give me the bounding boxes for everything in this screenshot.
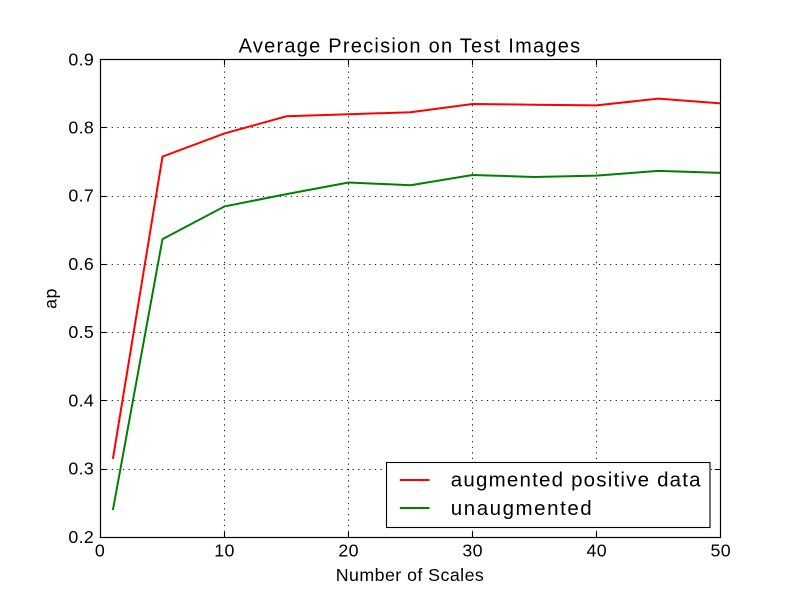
svg-text:30: 30 [462,541,482,561]
svg-text:ap: ap [41,288,61,309]
svg-text:10: 10 [214,541,234,561]
svg-text:0.7: 0.7 [68,186,94,206]
svg-text:0.8: 0.8 [68,118,94,138]
svg-text:50: 50 [711,541,731,561]
svg-text:unaugmented: unaugmented [451,497,593,520]
svg-text:0: 0 [95,541,105,561]
svg-text:0.5: 0.5 [68,322,94,342]
svg-text:0.9: 0.9 [68,49,94,69]
svg-text:40: 40 [586,541,606,561]
svg-text:augmented positive data: augmented positive data [451,469,702,492]
svg-text:20: 20 [338,541,358,561]
svg-text:0.4: 0.4 [68,390,94,410]
svg-text:0.3: 0.3 [68,459,94,479]
svg-text:0.2: 0.2 [68,527,94,547]
svg-text:Average Precision on Test Imag: Average Precision on Test Images [239,36,582,58]
svg-text:0.6: 0.6 [68,254,94,274]
svg-text:Number of Scales: Number of Scales [336,565,485,585]
